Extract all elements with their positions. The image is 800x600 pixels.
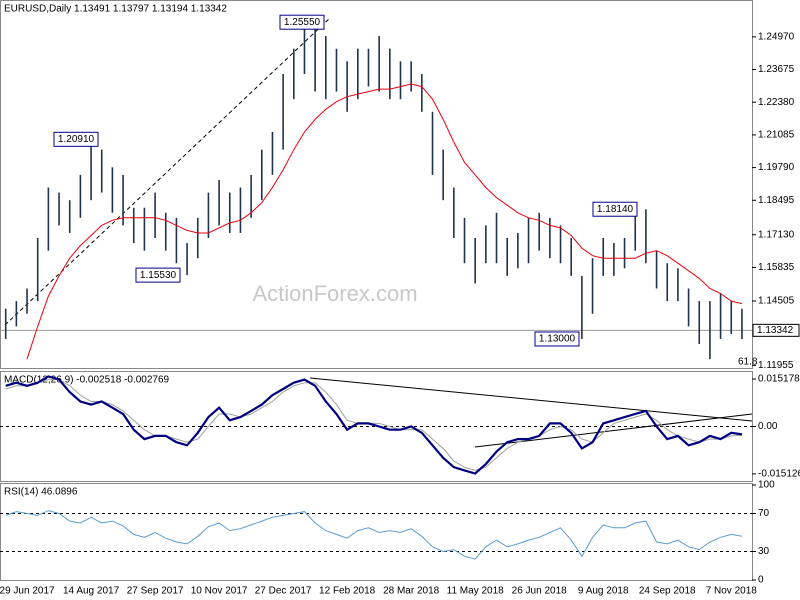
moving-average bbox=[26, 83, 743, 360]
price-label-box bbox=[592, 201, 638, 217]
y-tick-label: 1.15835 bbox=[758, 262, 795, 273]
price-label: 1.15530 bbox=[140, 270, 177, 281]
rsi-panel bbox=[0, 483, 753, 581]
y-tick-label: 0.00 bbox=[758, 421, 778, 432]
y-tick-label: 1.24970 bbox=[758, 31, 795, 42]
trend-line bbox=[4, 17, 331, 326]
rsi-line bbox=[5, 510, 742, 560]
x-tick-label: 10 Nov 2017 bbox=[191, 586, 248, 597]
macd-trend-line bbox=[309, 377, 753, 422]
x-tick-label: 24 Sep 2018 bbox=[639, 586, 696, 597]
y-tick-label: 1.14505 bbox=[758, 296, 795, 307]
price-label: 1.13000 bbox=[539, 334, 576, 345]
y-tick-label: 30 bbox=[758, 546, 770, 557]
price-label: 1.18140 bbox=[597, 204, 634, 215]
macd-line bbox=[5, 375, 743, 475]
x-tick-label: 9 Aug 2018 bbox=[578, 586, 629, 597]
price-label-box bbox=[53, 131, 99, 147]
y-tick-label: 1.11955 bbox=[758, 360, 794, 371]
y-tick-label: 1.18495 bbox=[758, 195, 795, 206]
price-label-box bbox=[279, 14, 325, 30]
macd-title: MACD(12,26,9) -0.002518 -0.002769 bbox=[4, 375, 170, 386]
y-tick-label: 1.23675 bbox=[758, 64, 795, 75]
price-label-box bbox=[135, 267, 181, 283]
y-tick-label: 1.21085 bbox=[758, 130, 795, 141]
last-price-box bbox=[752, 323, 800, 337]
y-tick-label: 70 bbox=[758, 508, 770, 519]
x-tick-label: 29 Jun 2017 bbox=[0, 586, 55, 597]
signal-line bbox=[5, 379, 742, 471]
x-tick-label: 11 May 2018 bbox=[447, 586, 505, 597]
x-tick-label: 28 Mar 2018 bbox=[383, 586, 440, 597]
price-label: 1.25550 bbox=[284, 17, 321, 28]
y-tick-label: 0.015178 bbox=[758, 374, 800, 385]
price-label-box bbox=[534, 331, 580, 347]
last-price-label: 1.13342 bbox=[757, 325, 794, 336]
y-tick-label: 1.19790 bbox=[758, 162, 795, 173]
price-panel bbox=[0, 0, 753, 369]
x-tick-label: 14 Aug 2017 bbox=[63, 586, 120, 597]
x-tick-label: 27 Dec 2017 bbox=[255, 586, 312, 597]
watermark: ActionForex.com bbox=[252, 281, 417, 306]
price-label: 1.20910 bbox=[58, 134, 95, 145]
y-tick-label: 1.22380 bbox=[758, 97, 795, 108]
x-tick-label: 26 Jun 2018 bbox=[512, 586, 567, 597]
rsi-title: RSI(14) 46.0896 bbox=[4, 487, 78, 498]
x-tick-label: 12 Feb 2018 bbox=[319, 586, 376, 597]
x-tick-label: 7 Nov 2018 bbox=[706, 586, 758, 597]
y-tick-label: 0 bbox=[758, 575, 764, 586]
x-tick-label: 27 Sep 2017 bbox=[127, 586, 184, 597]
y-tick-label: 100 bbox=[758, 480, 775, 491]
fib-label: 61.8 bbox=[738, 357, 758, 368]
y-tick-label: -0.015126 bbox=[758, 469, 800, 480]
chart-title: EURUSD,Daily 1.13491 1.13797 1.13194 1.1… bbox=[4, 4, 227, 15]
y-tick-label: 1.17130 bbox=[758, 229, 795, 240]
